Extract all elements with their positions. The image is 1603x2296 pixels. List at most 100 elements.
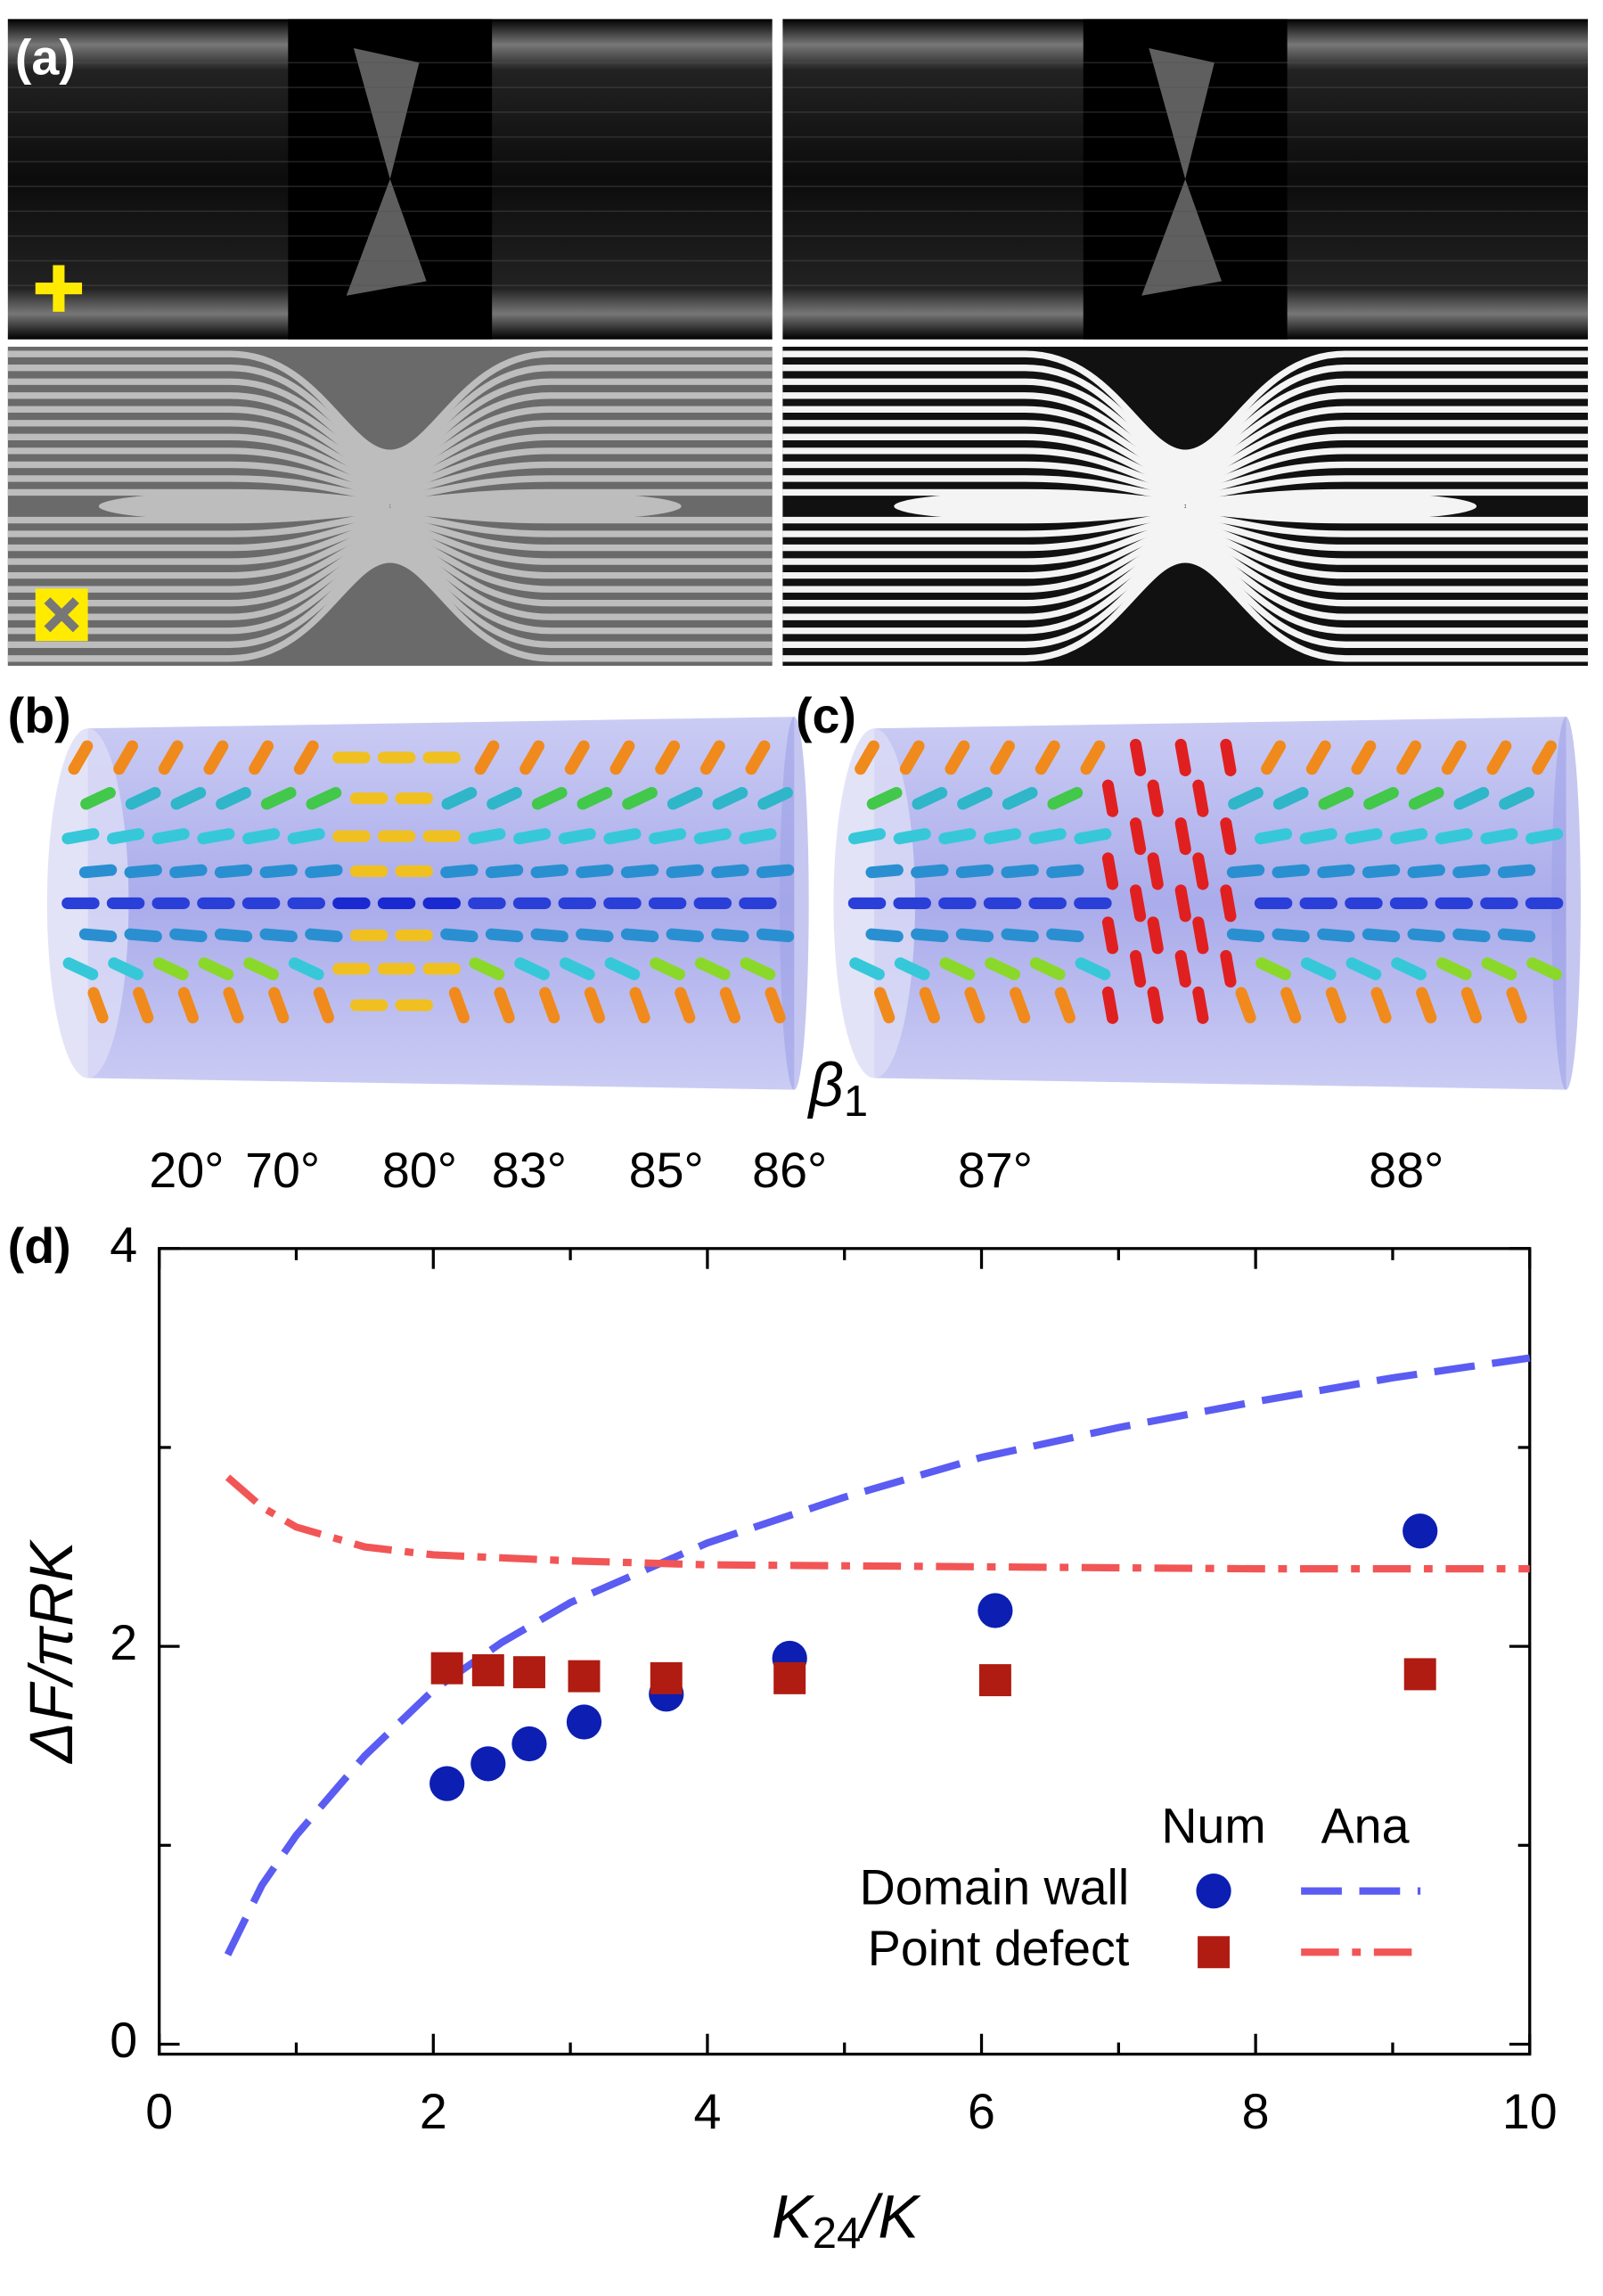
rod (198, 957, 234, 980)
rod (349, 999, 388, 1012)
rod (113, 740, 138, 775)
data-point (430, 1652, 463, 1685)
rod (1255, 957, 1291, 980)
cylinder-end (779, 717, 809, 1090)
x-axis-label-part: 24 (813, 2210, 862, 2258)
top-tick-label: 70° (245, 1143, 320, 1198)
rod (1129, 949, 1147, 988)
rod (305, 864, 343, 879)
rod (395, 865, 433, 877)
rod (1074, 897, 1112, 909)
rod (1147, 916, 1164, 955)
y-tick-label: 4 (110, 1217, 137, 1272)
rod (260, 786, 297, 810)
micrograph (7, 19, 773, 340)
lens (894, 491, 1186, 521)
top-axis-label-part: β (807, 1051, 844, 1119)
rod (539, 987, 560, 1024)
rod (214, 928, 253, 943)
rod (1362, 928, 1401, 943)
rod (519, 740, 545, 775)
y-tick-label: 0 (110, 2013, 137, 2068)
fringe (7, 556, 773, 662)
fringe (7, 475, 773, 500)
rod (287, 828, 325, 845)
rod (1345, 828, 1383, 845)
rod (912, 786, 948, 810)
rod (558, 897, 597, 909)
polarizer-icon (44, 597, 79, 633)
rod (855, 740, 879, 775)
rod (604, 957, 641, 980)
legend-label: Domain wall (860, 1859, 1130, 1915)
rod (1525, 828, 1564, 845)
legend-marker (1198, 1936, 1231, 1969)
rod (558, 828, 596, 845)
micrograph (782, 19, 1589, 340)
top-tick-label: 88° (1369, 1143, 1444, 1198)
rod (911, 928, 949, 943)
rod (620, 864, 659, 879)
rod (487, 786, 522, 810)
rod (1028, 897, 1067, 909)
rod (1435, 828, 1473, 845)
data-point (511, 1726, 547, 1762)
rod (1129, 817, 1147, 856)
rod (243, 957, 279, 980)
fringe (7, 392, 773, 472)
rod (259, 864, 298, 879)
rod (894, 957, 930, 980)
fringe (782, 537, 1589, 607)
rod (512, 897, 552, 909)
fringe (782, 365, 1589, 462)
plot-frame (158, 1247, 1532, 2056)
data-point (470, 1746, 506, 1782)
rod (1480, 897, 1518, 909)
rod (214, 864, 253, 879)
rod (1047, 786, 1084, 810)
rod (1525, 897, 1564, 909)
rod (1452, 928, 1491, 943)
rod (1452, 864, 1491, 879)
fringe (7, 365, 773, 462)
rod (1481, 957, 1517, 980)
rod (440, 928, 478, 943)
rod (1435, 897, 1474, 909)
rod (422, 897, 462, 909)
rod (377, 963, 416, 975)
analytic-curve (224, 1354, 1531, 1956)
rod (1363, 786, 1399, 810)
rod (1345, 897, 1383, 909)
rod (1345, 957, 1382, 980)
rod (893, 897, 931, 909)
rod (694, 957, 731, 980)
top-tick-label: 85° (629, 1143, 704, 1198)
rod (1220, 817, 1237, 856)
rod (223, 987, 244, 1024)
rod (1272, 864, 1310, 879)
rod (712, 786, 748, 810)
rod (1101, 779, 1119, 817)
cylinder (833, 717, 1581, 1090)
fringe (7, 420, 773, 481)
top-axis-label: β1 (807, 1051, 868, 1126)
rod (1441, 740, 1467, 775)
x-tick-label: 10 (1502, 2084, 1558, 2139)
x-axis-label-part: K (772, 2183, 815, 2251)
fringe (782, 546, 1589, 635)
rod (530, 864, 568, 879)
rod (287, 897, 326, 909)
rod (899, 740, 925, 775)
fringe (7, 406, 773, 476)
rod (268, 987, 290, 1024)
rod (1101, 986, 1119, 1024)
rod (756, 928, 795, 943)
fringe (7, 512, 773, 537)
rod (1046, 864, 1084, 879)
rod (964, 987, 986, 1024)
rod (177, 987, 199, 1024)
rod (1235, 987, 1256, 1024)
rod (440, 864, 478, 879)
micrograph (7, 347, 773, 666)
rod (655, 740, 681, 775)
